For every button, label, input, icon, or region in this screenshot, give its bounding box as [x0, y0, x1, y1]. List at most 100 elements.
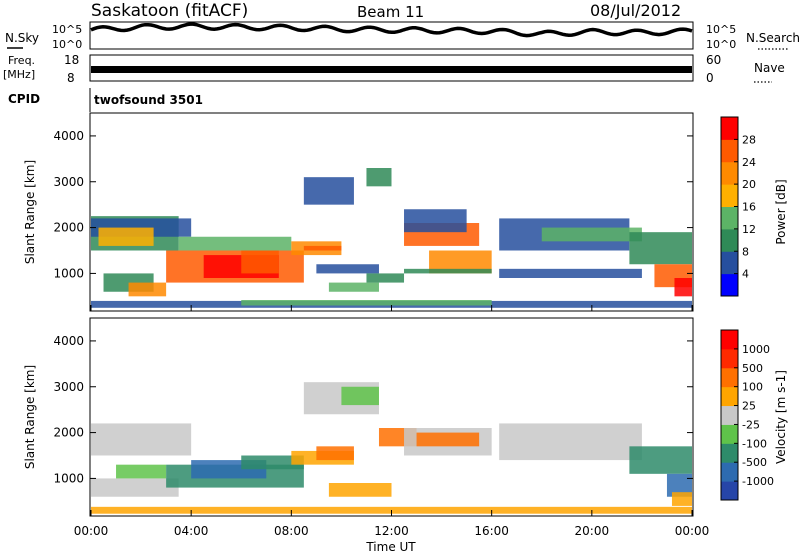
- power-echo-region: [178, 236, 292, 251]
- power-echo-region: [128, 282, 167, 297]
- velocity-echo-region: [316, 446, 354, 461]
- velocity-colorbar-tick-label: -1000: [742, 475, 774, 488]
- velocity-colorbar-tick-label: 25: [742, 400, 756, 413]
- frequency-panel: Freq. [MHz] 18 8 60 0 Nave: [3, 53, 785, 85]
- noise-right-tick-top: 10^5: [706, 23, 736, 36]
- noise-panel-frame: [89, 21, 694, 50]
- power-ytick-label: 2000: [53, 221, 84, 235]
- velocity-colorbar-band: [721, 386, 738, 407]
- time-tick-label: 16:00: [474, 524, 509, 538]
- time-tick-label: 04:00: [174, 524, 209, 538]
- velocity-colorbar-tick-label: 100: [742, 381, 763, 394]
- velocity-ytick-label: 4000: [53, 334, 84, 348]
- power-echo-region: [316, 264, 379, 274]
- time-tick-label: 20:00: [575, 524, 610, 538]
- velocity-colorbar-tick-label: 1000: [742, 343, 770, 356]
- power-echo-region: [366, 273, 405, 283]
- power-colorbar-tick-label: 8: [742, 245, 749, 258]
- station-title: Saskatoon (fitACF): [91, 1, 248, 21]
- velocity-y-axis: 1000 2000 3000 4000: [53, 334, 693, 485]
- power-colorbar-tick-label: 24: [742, 156, 756, 169]
- power-ytick-label: 1000: [53, 266, 84, 280]
- power-echo-region: [404, 209, 467, 233]
- power-echo-region: [303, 245, 342, 251]
- velocity-colorbar-frame: [720, 329, 739, 501]
- power-colorbar-band: [721, 184, 738, 207]
- noise-trace: [90, 22, 693, 38]
- noise-trace-line: [90, 22, 693, 38]
- nave-label: Nave: [754, 61, 785, 75]
- time-axis-label: Time UT: [365, 540, 416, 554]
- time-tick-label: 00:00: [675, 524, 710, 538]
- power-ytick-label: 4000: [53, 129, 84, 143]
- velocity-colorbar-band: [721, 405, 738, 425]
- velocity-echo-region: [666, 473, 692, 497]
- cpid-value: twofsound 3501: [94, 93, 203, 107]
- velocity-echo-region: [116, 464, 167, 479]
- velocity-echo-region: [671, 492, 692, 506]
- power-colorbar-tick-label: 16: [742, 201, 756, 214]
- nsky-label: N.Sky: [5, 31, 39, 45]
- freq-left-tick-bottom: 8: [67, 71, 75, 85]
- noise-left-tick-bottom: 10^0: [52, 38, 82, 51]
- beam-title: Beam 11: [357, 3, 424, 21]
- time-tick-label: 08:00: [274, 524, 309, 538]
- time-axis: 00:00 04:00 08:00 12:00 16:00 20:00 00:00: [74, 305, 710, 538]
- velocity-ytick-label: 1000: [53, 471, 84, 485]
- frequency-trace: [91, 66, 692, 73]
- cpid-label: CPID: [8, 92, 40, 106]
- velocity-ylabel: Slant Range [km]: [23, 365, 37, 469]
- power-colorbar-band: [721, 139, 738, 163]
- velocity-colorbar-tick-label: -500: [742, 456, 767, 469]
- power-echo-region: [241, 250, 279, 274]
- velocity-echo-region: [341, 386, 379, 406]
- power-echo-region: [629, 232, 692, 265]
- power-colorbar-band: [721, 273, 738, 297]
- power-echo-region: [366, 168, 392, 187]
- power-colorbar-label: Power [dB]: [774, 179, 788, 244]
- velocity-data: [91, 382, 692, 514]
- velocity-colorbar: 1000 500 100 25 -25 -100 -500 -1000: [720, 329, 774, 501]
- power-echo-region: [499, 268, 642, 278]
- noise-panel: N.Sky 10^5 10^0 10^5 10^0 N.Search: [5, 21, 800, 51]
- velocity-colorbar-band: [721, 481, 738, 501]
- velocity-echo-region: [241, 455, 304, 470]
- velocity-colorbar-label: Velocity [m s-1]: [774, 370, 788, 464]
- power-echo-region: [404, 268, 492, 274]
- velocity-colorbar-band: [721, 330, 738, 350]
- power-echo-region: [303, 177, 354, 205]
- velocity-colorbar-band: [721, 443, 738, 463]
- freq-unit-label: [MHz]: [3, 68, 35, 81]
- velocity-colorbar-tick-label: -100: [742, 437, 767, 450]
- velocity-colorbar-band: [721, 348, 738, 369]
- power-panel: 1000 2000 3000 4000 Slant Range [km] 4 8 12 16…: [23, 112, 788, 312]
- velocity-colorbar-tick-label: -25: [742, 418, 760, 431]
- velocity-ytick-label: 2000: [53, 426, 84, 440]
- velocity-panel: 1000 2000 3000 4000 Slant Range [km] 1000 50…: [23, 305, 788, 554]
- power-colorbar-band: [721, 206, 738, 230]
- power-ytick-label: 3000: [53, 175, 84, 189]
- freq-label: Freq.: [8, 54, 35, 67]
- power-y-axis: 1000 2000 3000 4000: [53, 129, 693, 280]
- power-colorbar-tick-label: 28: [742, 133, 756, 146]
- power-colorbar-band: [721, 251, 738, 275]
- power-colorbar-band: [721, 228, 738, 252]
- velocity-echo-region: [629, 446, 692, 474]
- power-echo-region: [241, 300, 492, 306]
- velocity-echo-region: [91, 423, 192, 456]
- velocity-colorbar-tick-label: 500: [742, 362, 763, 375]
- velocity-echo-region: [91, 478, 179, 497]
- power-colorbar-band: [721, 117, 738, 140]
- velocity-echo-region: [416, 432, 480, 447]
- power-echo-region: [98, 227, 154, 246]
- date-title: 08/Jul/2012: [590, 1, 681, 20]
- freq-left-tick-top: 18: [64, 53, 79, 67]
- noise-left-tick-top: 10^5: [52, 23, 82, 36]
- power-echo-region: [328, 282, 379, 292]
- velocity-ytick-label: 3000: [53, 380, 84, 394]
- noise-right-tick-bottom: 10^0: [706, 38, 736, 51]
- power-colorbar-tick-label: 12: [742, 223, 756, 236]
- velocity-colorbar-band: [721, 424, 738, 444]
- power-echo-region: [429, 250, 492, 274]
